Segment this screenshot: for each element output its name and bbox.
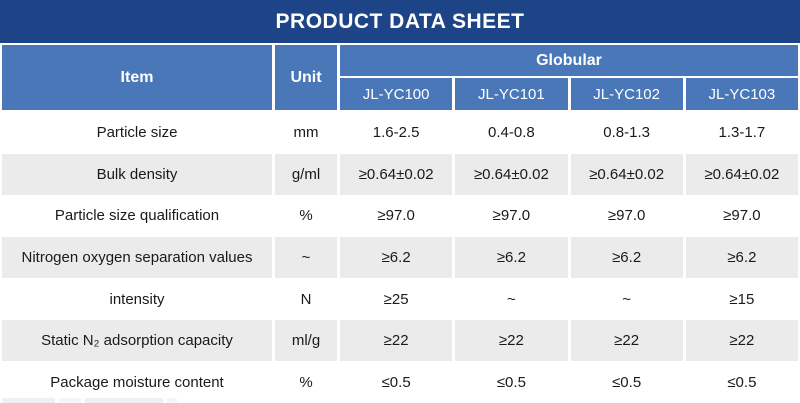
value-cell: 1.6-2.5 [340,112,453,154]
item-cell: intensity [2,278,272,320]
column-header-item: Item [2,45,272,110]
table-row-static-n2-adsorption: Static N₂ adsorption capacity ml/g ≥22 ≥… [2,319,798,362]
unit-cell: ml/g [275,319,337,362]
value-cell: ≥6.2 [455,236,568,279]
table-row-nitrogen-oxygen-separation: Nitrogen oxygen separation values ~ ≥6.2… [2,236,798,279]
remnant-segment [85,398,163,403]
value-cell: 0.8-1.3 [570,112,683,154]
value-cell: ≥22 [340,319,453,362]
value-cell: ≥97.0 [570,195,683,237]
item-cell: Particle size [2,112,272,154]
column-group-header-globular: Globular [340,45,798,76]
value-cell: ~ [455,278,568,320]
unit-cell: % [275,195,337,237]
page-title: PRODUCT DATA SHEET [275,9,525,33]
title-bar: PRODUCT DATA SHEET [0,0,800,43]
value-cell: ≥97.0 [340,195,453,237]
column-header-model-jl-yc101: JL-YC101 [455,78,568,110]
item-cell: Static N₂ adsorption capacity [2,319,272,362]
column-header-model-jl-yc103: JL-YC103 [685,78,798,110]
table-row-particle-size-qualification: Particle size qualification % ≥97.0 ≥97.… [2,195,798,237]
unit-cell: g/ml [275,153,337,196]
table-row-particle-size: Particle size mm 1.6-2.5 0.4-0.8 0.8-1.3… [2,112,798,154]
value-cell: ≥0.64±0.02 [455,153,568,196]
table-row-bulk-density: Bulk density g/ml ≥0.64±0.02 ≥0.64±0.02 … [2,153,798,196]
spec-table: Item Unit Globular JL-YC100 JL-YC101 JL-… [2,45,798,403]
value-cell: ≤0.5 [340,361,453,403]
unit-cell: % [275,361,337,403]
column-header-model-jl-yc100: JL-YC100 [340,78,453,110]
unit-cell: ~ [275,236,337,279]
value-cell: ≥22 [455,319,568,362]
value-cell: ≥25 [340,278,453,320]
value-cell: ≥22 [570,319,683,362]
item-cell: Bulk density [2,153,272,196]
value-cell: 0.4-0.8 [455,112,568,154]
value-cell: 1.3-1.7 [685,112,798,154]
item-cell: Particle size qualification [2,195,272,237]
value-cell: ≥0.64±0.02 [570,153,683,196]
remnant-segment [167,398,177,403]
value-cell: ≤0.5 [685,361,798,403]
item-cell: Package moisture content [2,361,272,403]
value-cell: ≥15 [685,278,798,320]
value-cell: ≤0.5 [455,361,568,403]
remnant-segment [59,398,81,403]
table-body: Particle size mm 1.6-2.5 0.4-0.8 0.8-1.3… [2,112,798,403]
value-cell: ≥97.0 [685,195,798,237]
table-row-intensity: intensity N ≥25 ~ ~ ≥15 [2,278,798,320]
value-cell: ≥6.2 [340,236,453,279]
remnant-segment [2,398,55,403]
value-cell: ≥0.64±0.02 [685,153,798,196]
value-cell: ~ [570,278,683,320]
value-cell: ≥6.2 [570,236,683,279]
column-header-model-jl-yc102: JL-YC102 [570,78,683,110]
value-cell: ≥22 [685,319,798,362]
value-cell: ≥97.0 [455,195,568,237]
item-cell: Nitrogen oxygen separation values [2,236,272,279]
unit-cell: mm [275,112,337,154]
column-header-unit: Unit [275,45,337,110]
value-cell: ≤0.5 [570,361,683,403]
unit-cell: N [275,278,337,320]
value-cell: ≥0.64±0.02 [340,153,453,196]
table-header: Item Unit Globular JL-YC100 JL-YC101 JL-… [2,45,798,110]
table-row-package-moisture: Package moisture content % ≤0.5 ≤0.5 ≤0.… [2,361,798,403]
partial-next-row-remnant [2,398,177,403]
value-cell: ≥6.2 [685,236,798,279]
